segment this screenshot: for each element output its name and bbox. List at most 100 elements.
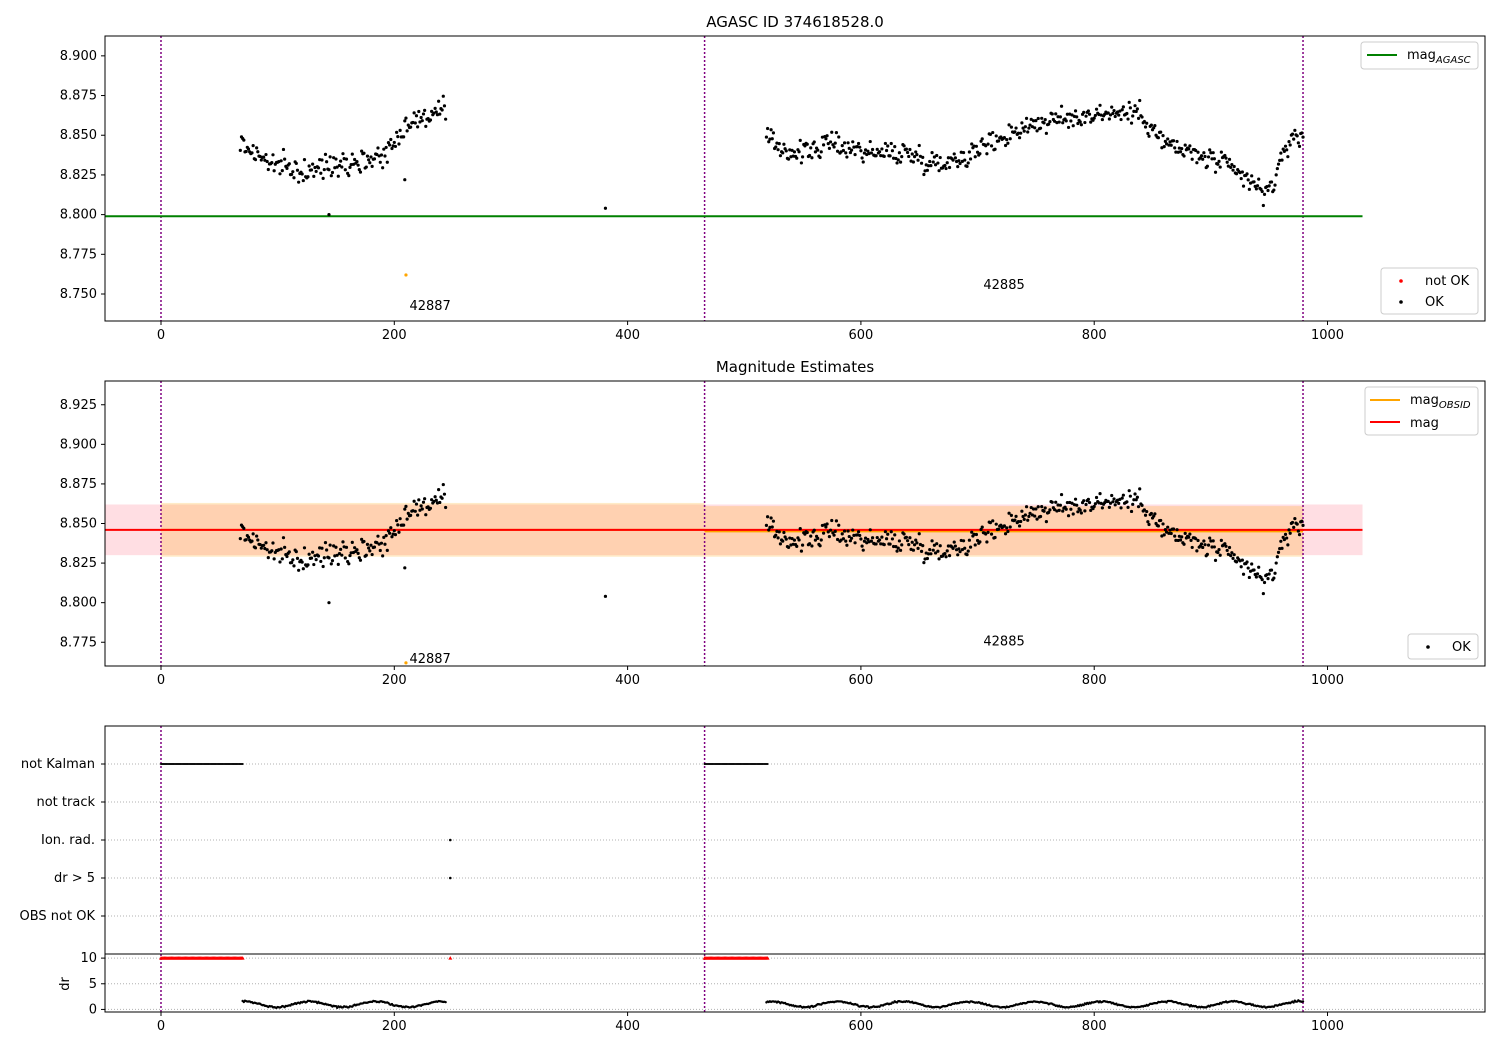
data-point <box>1047 510 1051 514</box>
obsid-annotation: 42887 <box>409 299 450 314</box>
dr-axis-label: dr <box>58 977 73 991</box>
data-point <box>1280 158 1284 162</box>
data-point <box>1120 496 1124 500</box>
data-point <box>1180 535 1184 539</box>
data-point <box>238 537 242 541</box>
data-point <box>933 163 938 167</box>
data-point <box>1209 539 1213 543</box>
x-tick-label: 200 <box>382 673 407 688</box>
data-point <box>1005 526 1009 530</box>
data-point <box>285 166 289 170</box>
data-point <box>877 150 882 154</box>
data-point <box>1119 506 1123 510</box>
data-point <box>1227 157 1232 161</box>
data-point <box>340 553 344 557</box>
data-point <box>994 522 998 526</box>
data-point <box>1223 153 1227 158</box>
data-point <box>974 532 978 537</box>
data-point <box>1108 501 1113 505</box>
data-point <box>1009 125 1013 129</box>
data-point <box>402 523 406 527</box>
data-point <box>902 144 906 148</box>
data-point <box>803 532 807 536</box>
dr-point <box>1292 1001 1295 1004</box>
data-point <box>852 533 856 537</box>
data-point <box>1023 125 1027 129</box>
data-point <box>1210 545 1214 549</box>
data-point <box>1047 122 1051 126</box>
data-point <box>357 556 361 560</box>
data-point <box>774 533 778 537</box>
data-point <box>1188 532 1192 536</box>
data-point <box>1073 109 1078 113</box>
data-point <box>952 152 956 156</box>
data-point <box>937 557 941 561</box>
data-point <box>900 155 904 159</box>
data-point <box>932 155 936 159</box>
data-point <box>877 538 882 542</box>
data-point <box>1201 157 1205 161</box>
data-point <box>1021 126 1025 130</box>
data-point <box>1019 519 1023 524</box>
data-point <box>316 554 321 558</box>
data-point <box>1057 508 1061 512</box>
data-point <box>434 110 438 114</box>
data-point <box>330 559 335 563</box>
data-point <box>323 152 328 157</box>
data-point <box>798 527 802 531</box>
data-point <box>1206 543 1211 547</box>
data-point <box>841 537 846 541</box>
data-point <box>797 150 801 154</box>
data-point <box>1029 117 1033 121</box>
y-tick-label: 0 <box>89 1002 97 1017</box>
data-point <box>1208 536 1212 540</box>
data-point <box>259 158 263 162</box>
data-point <box>1283 144 1288 148</box>
data-point <box>1297 144 1302 148</box>
data-point <box>1038 514 1043 519</box>
data-point <box>1087 500 1092 505</box>
legend-top: magOBSID mag <box>1364 386 1479 436</box>
y-tick-label: 8.750 <box>60 287 97 302</box>
data-point <box>863 536 868 540</box>
data-point <box>238 148 242 153</box>
data-point <box>1142 119 1146 124</box>
data-point <box>397 142 401 146</box>
data-point <box>1146 520 1150 524</box>
data-point <box>896 546 900 550</box>
data-point <box>1240 558 1244 562</box>
data-point <box>290 172 294 177</box>
data-point <box>1120 108 1124 112</box>
data-point <box>1217 548 1221 552</box>
data-point <box>769 516 773 520</box>
data-point <box>1002 524 1006 528</box>
data-point <box>770 525 774 529</box>
data-point <box>1175 139 1179 144</box>
data-point <box>835 537 840 542</box>
legend-ok-2: OK <box>1452 640 1471 655</box>
data-point <box>1203 154 1207 159</box>
data-point <box>1036 505 1040 509</box>
data-point <box>1231 556 1235 560</box>
y-tick-label: 8.875 <box>60 477 97 492</box>
data-point <box>895 161 899 165</box>
data-point <box>332 156 336 160</box>
data-point <box>1230 551 1234 555</box>
data-point <box>915 541 919 545</box>
data-point <box>322 556 326 560</box>
data-point <box>367 546 371 550</box>
data-point <box>946 544 950 548</box>
data-point <box>1282 149 1286 153</box>
data-point <box>1171 139 1176 143</box>
data-point <box>336 174 340 178</box>
data-point <box>365 542 370 546</box>
y-tick-label: 8.850 <box>60 128 97 143</box>
data-point <box>889 141 893 146</box>
data-point <box>1257 565 1261 569</box>
data-point <box>348 553 352 558</box>
data-point <box>1133 492 1137 496</box>
data-point <box>975 538 980 543</box>
data-point <box>1273 183 1277 187</box>
data-point <box>1229 553 1233 558</box>
data-point <box>416 513 420 517</box>
